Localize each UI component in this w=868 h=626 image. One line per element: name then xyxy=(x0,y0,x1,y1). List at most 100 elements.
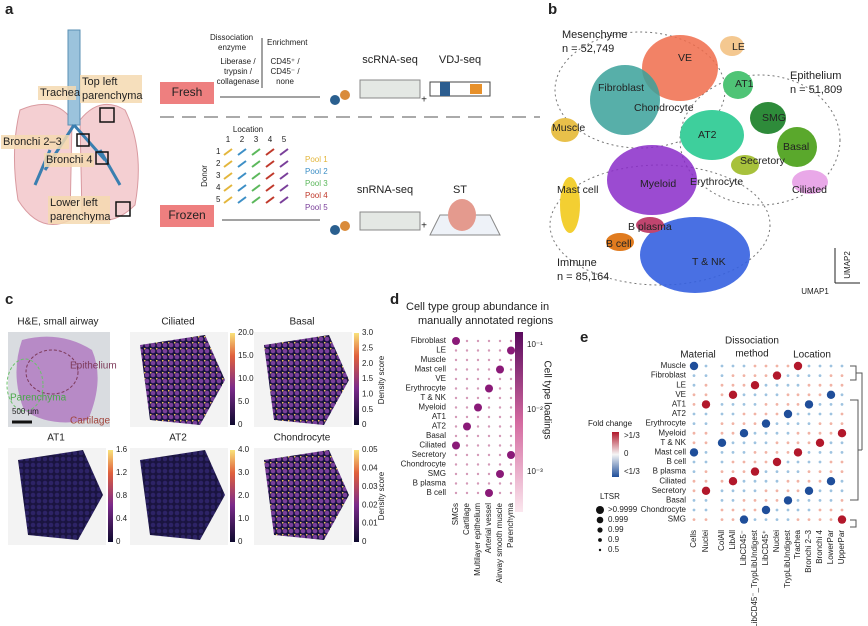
dot xyxy=(786,422,790,425)
dot xyxy=(786,489,790,493)
dot xyxy=(742,441,746,445)
dot xyxy=(807,508,811,512)
dot xyxy=(796,393,800,397)
dot xyxy=(692,383,696,387)
dot xyxy=(739,515,749,524)
colorbar-tick: 3.0 xyxy=(362,328,374,337)
dot xyxy=(796,479,800,483)
column-label: Bronchi 2–3 xyxy=(804,529,813,572)
dot xyxy=(454,434,458,438)
column-label: SMGs xyxy=(451,503,460,525)
dot xyxy=(818,383,822,387)
dot xyxy=(717,438,727,447)
sample-tube xyxy=(265,160,275,168)
region-label: Lower left xyxy=(50,197,98,209)
sample-tube xyxy=(223,196,233,204)
dot xyxy=(796,403,800,406)
plus: + xyxy=(421,221,427,232)
dot xyxy=(454,482,458,485)
colorbar-label: Cell type loadings xyxy=(541,361,552,440)
dot xyxy=(692,422,696,425)
dot xyxy=(829,422,833,425)
dot-plots xyxy=(452,337,847,524)
enrichment: CD45⁻ / xyxy=(270,67,300,76)
pool-label: Pool 1 xyxy=(305,155,328,164)
dot xyxy=(775,451,779,454)
condition-label: Fresh xyxy=(172,85,203,99)
dot xyxy=(498,406,502,409)
dot xyxy=(840,451,844,454)
dot xyxy=(764,479,768,483)
dot xyxy=(807,412,811,416)
legend-tick: 0.99 xyxy=(608,525,624,534)
row-label: Ciliated xyxy=(419,441,446,450)
row-label: LE xyxy=(676,380,686,389)
dot xyxy=(826,390,836,399)
dot xyxy=(793,448,803,457)
colorbar-tick: 1.0 xyxy=(362,389,374,398)
dot xyxy=(764,460,768,464)
legend-title: LTSR xyxy=(600,492,620,501)
dot xyxy=(775,431,779,435)
colorbar-tick: 2.0 xyxy=(362,359,374,368)
row-label: B cell xyxy=(426,488,446,497)
dot xyxy=(509,434,513,438)
dot xyxy=(720,374,724,377)
cluster-label: Myeloid xyxy=(640,178,676,190)
dot xyxy=(476,453,480,457)
dot xyxy=(487,339,491,343)
dot xyxy=(786,451,790,454)
dot xyxy=(496,365,504,374)
region-label: Bronchi 2–3 xyxy=(3,136,62,148)
colorbar-tick: 10⁻³ xyxy=(527,467,543,476)
dot xyxy=(728,477,738,486)
dot xyxy=(783,409,793,419)
dot xyxy=(509,339,513,343)
dot xyxy=(509,482,513,485)
dot xyxy=(753,441,757,445)
cluster-label: B cell xyxy=(606,238,632,250)
dot xyxy=(720,422,724,425)
dot xyxy=(476,358,480,362)
dot xyxy=(454,453,458,457)
condition-box xyxy=(160,205,214,227)
dot xyxy=(829,403,833,406)
column-label: Airway smooth muscle xyxy=(495,502,504,583)
dot xyxy=(818,479,822,483)
dot xyxy=(476,339,480,343)
legend-tick: 0.999 xyxy=(608,515,629,524)
sample-tube xyxy=(265,148,275,156)
dot xyxy=(476,349,480,352)
dot xyxy=(720,518,724,521)
row-label: VE xyxy=(675,390,686,399)
row-label: B cell xyxy=(666,457,686,466)
dot xyxy=(692,374,696,377)
he-label: Cartilage xyxy=(70,416,110,427)
row-label: B plasma xyxy=(413,479,447,488)
column-label: Bronchi 4 xyxy=(815,529,824,563)
dot xyxy=(818,422,822,425)
dot xyxy=(728,390,738,399)
dot xyxy=(463,422,471,431)
dot xyxy=(692,431,696,435)
cluster-label: Muscle xyxy=(552,122,585,134)
row-label: Secretory xyxy=(412,450,446,459)
dot xyxy=(689,361,699,371)
image-title: AT2 xyxy=(169,433,187,444)
dot xyxy=(775,470,779,473)
column-label: LibCD45⁻ xyxy=(739,530,748,565)
dot xyxy=(731,518,735,521)
cluster-label: Fibroblast xyxy=(598,82,644,94)
column-label: LibAll xyxy=(728,530,737,550)
column-label: Cells xyxy=(689,530,698,548)
dot xyxy=(796,508,800,512)
group-label: Dissociation xyxy=(725,336,779,347)
dot xyxy=(704,479,708,483)
header: Enrichment xyxy=(267,38,308,47)
donor-number: 4 xyxy=(216,183,221,192)
dot xyxy=(753,518,757,521)
group-name: Mesenchyme xyxy=(562,29,627,41)
dot xyxy=(783,496,793,505)
dot xyxy=(829,460,833,464)
dot xyxy=(454,377,458,381)
